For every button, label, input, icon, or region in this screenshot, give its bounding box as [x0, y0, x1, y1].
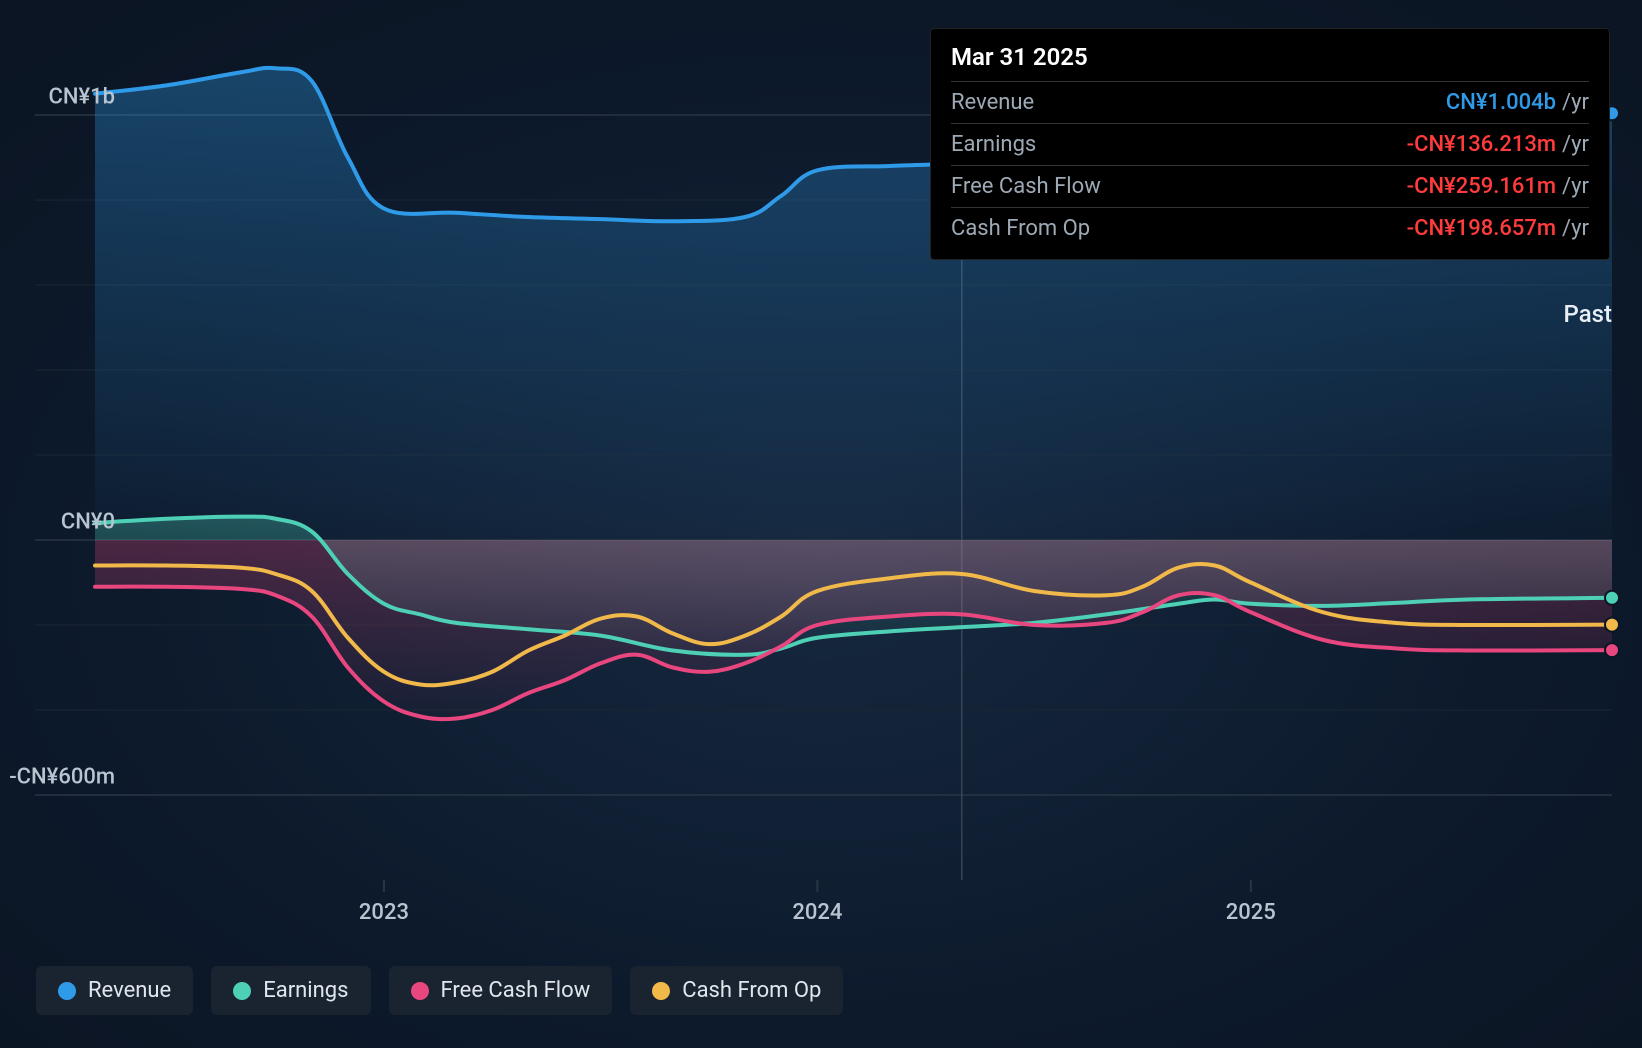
legend-item-revenue[interactable]: Revenue	[36, 966, 193, 1015]
tooltip-row-value: -CN¥198.657m	[1407, 216, 1556, 241]
tooltip-row: Free Cash Flow -CN¥259.161m /yr	[951, 166, 1589, 208]
x-axis-label: 2025	[1226, 900, 1276, 925]
x-axis-label: 2023	[359, 900, 409, 925]
y-axis-label: CN¥1b	[48, 85, 115, 110]
legend-dot-icon	[233, 982, 251, 1000]
tooltip-row-unit: /yr	[1562, 132, 1589, 157]
tooltip-row-value: CN¥1.004b	[1446, 90, 1556, 115]
legend-item-label: Revenue	[88, 978, 171, 1003]
legend-dot-icon	[652, 982, 670, 1000]
chart-legend: Revenue Earnings Free Cash Flow Cash Fro…	[36, 966, 843, 1015]
tooltip-row-unit: /yr	[1562, 90, 1589, 115]
financial-chart: Past Mar 31 2025 Revenue CN¥1.004b /yr E…	[0, 0, 1642, 1048]
legend-dot-icon	[411, 982, 429, 1000]
tooltip-row-label: Cash From Op	[951, 216, 1090, 241]
tooltip-row: Revenue CN¥1.004b /yr	[951, 82, 1589, 124]
y-axis-label: CN¥0	[61, 510, 115, 535]
series-endpoint-earnings	[1605, 591, 1619, 605]
tooltip-row: Cash From Op -CN¥198.657m /yr	[951, 208, 1589, 249]
series-endpoint-cfo	[1605, 618, 1619, 632]
tooltip-date: Mar 31 2025	[951, 43, 1589, 82]
legend-item-label: Cash From Op	[682, 978, 821, 1003]
tooltip-row-value: -CN¥259.161m	[1407, 174, 1556, 199]
legend-item-cfo[interactable]: Cash From Op	[630, 966, 843, 1015]
y-axis-label: -CN¥600m	[9, 765, 115, 790]
tooltip-row-value: -CN¥136.213m	[1407, 132, 1556, 157]
tooltip-row-label: Free Cash Flow	[951, 174, 1101, 199]
tooltip-row-unit: /yr	[1562, 216, 1589, 241]
tooltip-row-label: Earnings	[951, 132, 1036, 157]
legend-item-fcf[interactable]: Free Cash Flow	[389, 966, 613, 1015]
legend-dot-icon	[58, 982, 76, 1000]
tooltip-row-label: Revenue	[951, 90, 1034, 115]
tooltip-row: Earnings -CN¥136.213m /yr	[951, 124, 1589, 166]
past-label: Past	[1564, 300, 1612, 328]
x-axis-label: 2024	[792, 900, 842, 925]
legend-item-label: Free Cash Flow	[441, 978, 591, 1003]
series-endpoint-fcf	[1605, 643, 1619, 657]
chart-tooltip: Mar 31 2025 Revenue CN¥1.004b /yr Earnin…	[930, 28, 1610, 260]
legend-item-earnings[interactable]: Earnings	[211, 966, 370, 1015]
tooltip-row-unit: /yr	[1562, 174, 1589, 199]
legend-item-label: Earnings	[263, 978, 348, 1003]
